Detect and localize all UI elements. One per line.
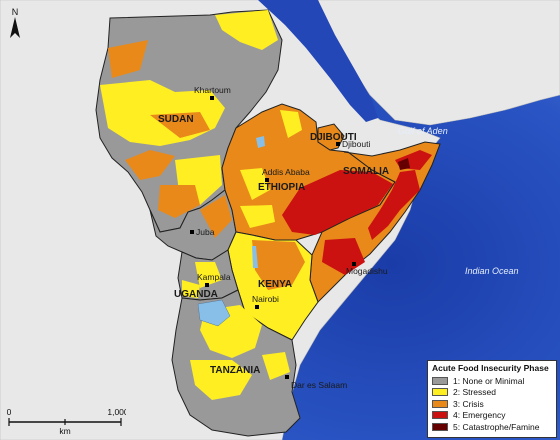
legend-swatch <box>432 376 448 385</box>
scale-bar-start: 0 <box>7 407 12 417</box>
city-marker-addis-ababa <box>265 178 269 182</box>
cities: Khartoum Addis Ababa Djibouti Juba Kampa… <box>190 85 388 390</box>
lake-victoria <box>197 299 231 327</box>
label-ethiopia: ETHIOPIA <box>258 182 305 193</box>
label-somalia: SOMALIA <box>343 166 389 177</box>
legend-item: 3: Crisis <box>432 398 552 410</box>
legend-label: 5: Catastrophe/Famine <box>453 421 540 432</box>
scale-bar-unit: km <box>59 426 70 436</box>
phase-overlays <box>100 10 432 400</box>
north-arrow: N <box>10 7 20 38</box>
legend-swatch <box>432 411 448 420</box>
city-label-khartoum: Khartoum <box>194 85 231 95</box>
label-gulf-of-aden: Gulf of Aden <box>398 126 448 136</box>
legend-label: 1: None or Minimal <box>453 375 525 386</box>
legend-item: 4: Emergency <box>432 410 552 422</box>
scale-bar-end: 1,000 <box>107 407 126 417</box>
legend-item: 5: Catastrophe/Famine <box>432 421 552 433</box>
city-marker-khartoum <box>210 96 214 100</box>
north-arrow-icon <box>10 17 20 38</box>
label-sudan: SUDAN <box>158 114 194 125</box>
city-label-mogadishu: Mogadishu <box>346 266 388 276</box>
city-label-kampala: Kampala <box>197 272 231 282</box>
city-marker-kampala <box>205 283 209 287</box>
lake-tana <box>256 136 265 148</box>
city-marker-nairobi <box>255 305 259 309</box>
legend-item: 1: None or Minimal <box>432 375 552 387</box>
city-marker-dar-es-salaam <box>285 375 289 379</box>
legend-title: Acute Food Insecurity Phase <box>432 363 549 373</box>
legend: Acute Food Insecurity Phase 1: None or M… <box>427 360 557 438</box>
legend-swatch <box>432 422 448 431</box>
city-label-djibouti: Djibouti <box>342 139 370 149</box>
legend-rows: 1: None or Minimal 2: Stressed 3: Crisis 4:… <box>432 375 552 433</box>
label-indian-ocean: Indian Ocean <box>465 266 519 276</box>
city-label-dar-es-salaam: Dar es Salaam <box>291 380 347 390</box>
city-label-addis-ababa: Addis Ababa <box>262 167 310 177</box>
label-uganda: UGANDA <box>174 289 218 300</box>
legend-swatch <box>432 399 448 408</box>
red-sea <box>258 0 378 122</box>
legend-item: 2: Stressed <box>432 387 552 399</box>
city-marker-mogadishu <box>352 262 356 266</box>
legend-label: 2: Stressed <box>453 387 496 398</box>
lake-turkana <box>252 246 258 268</box>
city-marker-juba <box>190 230 194 234</box>
legend-label: 3: Crisis <box>453 398 484 409</box>
scale-bar: 0 1,000 km <box>7 407 126 436</box>
label-kenya: KENYA <box>258 279 292 290</box>
city-marker-djibouti <box>336 142 340 146</box>
legend-label: 4: Emergency <box>453 410 506 421</box>
north-arrow-label: N <box>12 7 19 17</box>
city-label-nairobi: Nairobi <box>252 294 279 304</box>
label-djibouti: DJIBOUTI <box>310 132 357 143</box>
legend-swatch <box>432 388 448 397</box>
city-label-juba: Juba <box>196 227 215 237</box>
label-tanzania: TANZANIA <box>210 365 260 376</box>
